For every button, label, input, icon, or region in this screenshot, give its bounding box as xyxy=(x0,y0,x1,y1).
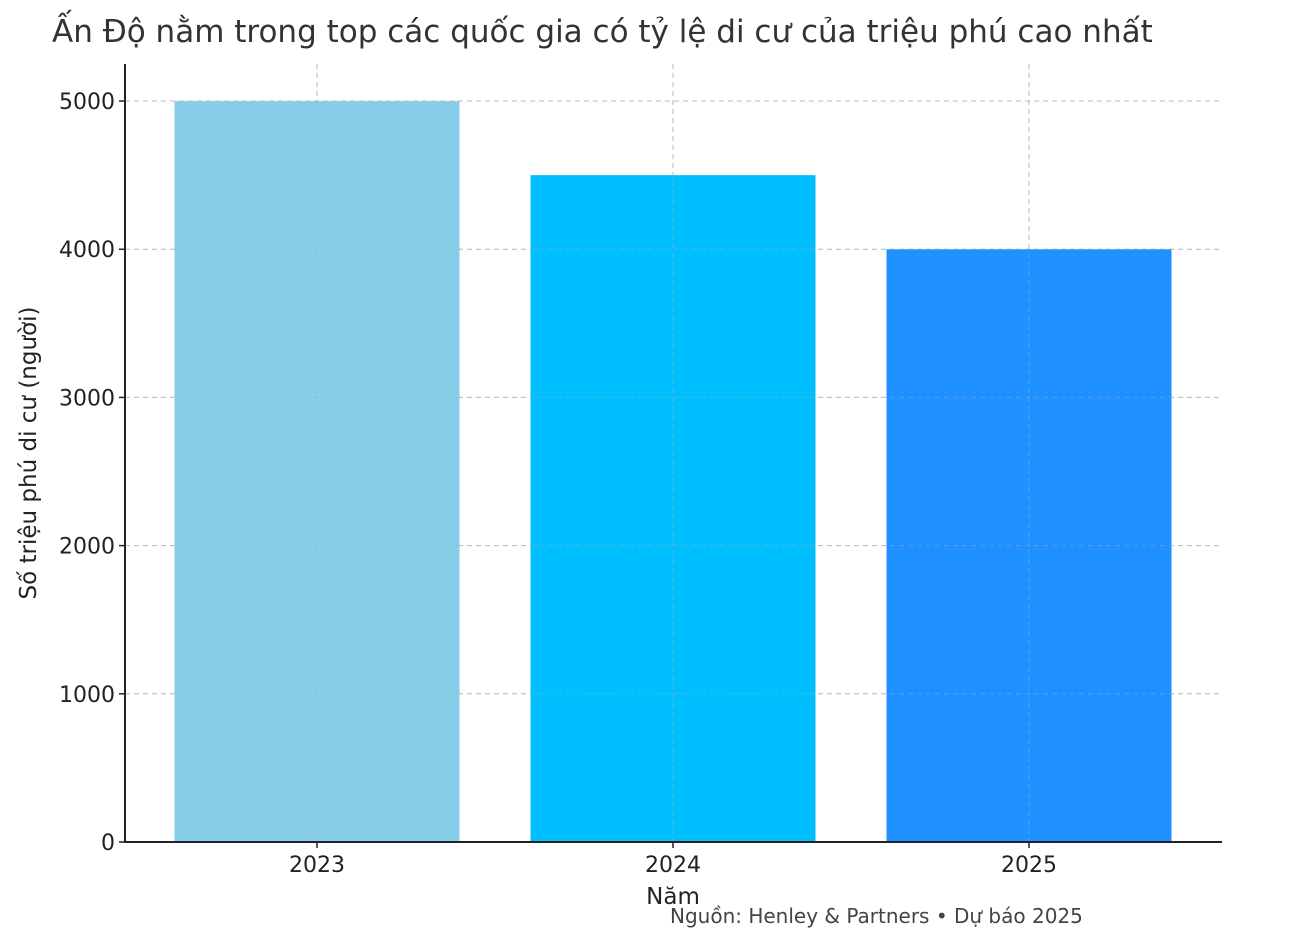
y-tick-label: 3000 xyxy=(59,386,115,411)
x-ticks: 2023 2024 2025 xyxy=(289,842,1057,878)
y-tick-label: 4000 xyxy=(59,238,115,263)
bars xyxy=(125,64,1222,843)
source-note: Nguồn: Henley & Partners • Dự báo 2025 xyxy=(670,904,1083,928)
y-axis-label: Số triệu phú di cư (người) xyxy=(16,307,42,600)
grid-overlay xyxy=(125,64,1222,842)
chart-title: Ấn Độ nằm trong top các quốc gia có tỷ l… xyxy=(52,14,1153,50)
x-tick-label: 2024 xyxy=(645,853,701,878)
y-tick-label: 1000 xyxy=(59,683,115,708)
x-axis-label: Năm xyxy=(646,884,700,910)
x-tick-label: 2025 xyxy=(1001,853,1057,878)
y-tick-label: 2000 xyxy=(59,535,115,560)
y-tick-label: 0 xyxy=(101,831,115,856)
y-tick-label: 5000 xyxy=(59,90,115,115)
y-ticks: 0 1000 2000 3000 4000 5000 xyxy=(59,90,125,856)
x-tick-label: 2023 xyxy=(289,853,345,878)
